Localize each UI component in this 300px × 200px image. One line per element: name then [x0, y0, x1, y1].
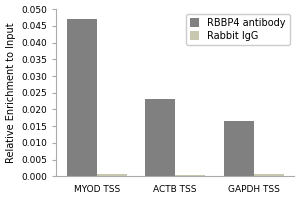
Bar: [146, 99, 175, 176]
Bar: [175, 175, 205, 176]
Bar: [224, 121, 254, 176]
Bar: [67, 19, 97, 176]
Bar: [254, 174, 284, 176]
Y-axis label: Relative Enrichment to Input: Relative Enrichment to Input: [6, 22, 16, 163]
Bar: [97, 174, 127, 176]
Legend: RBBP4 antibody, Rabbit IgG: RBBP4 antibody, Rabbit IgG: [186, 14, 290, 45]
